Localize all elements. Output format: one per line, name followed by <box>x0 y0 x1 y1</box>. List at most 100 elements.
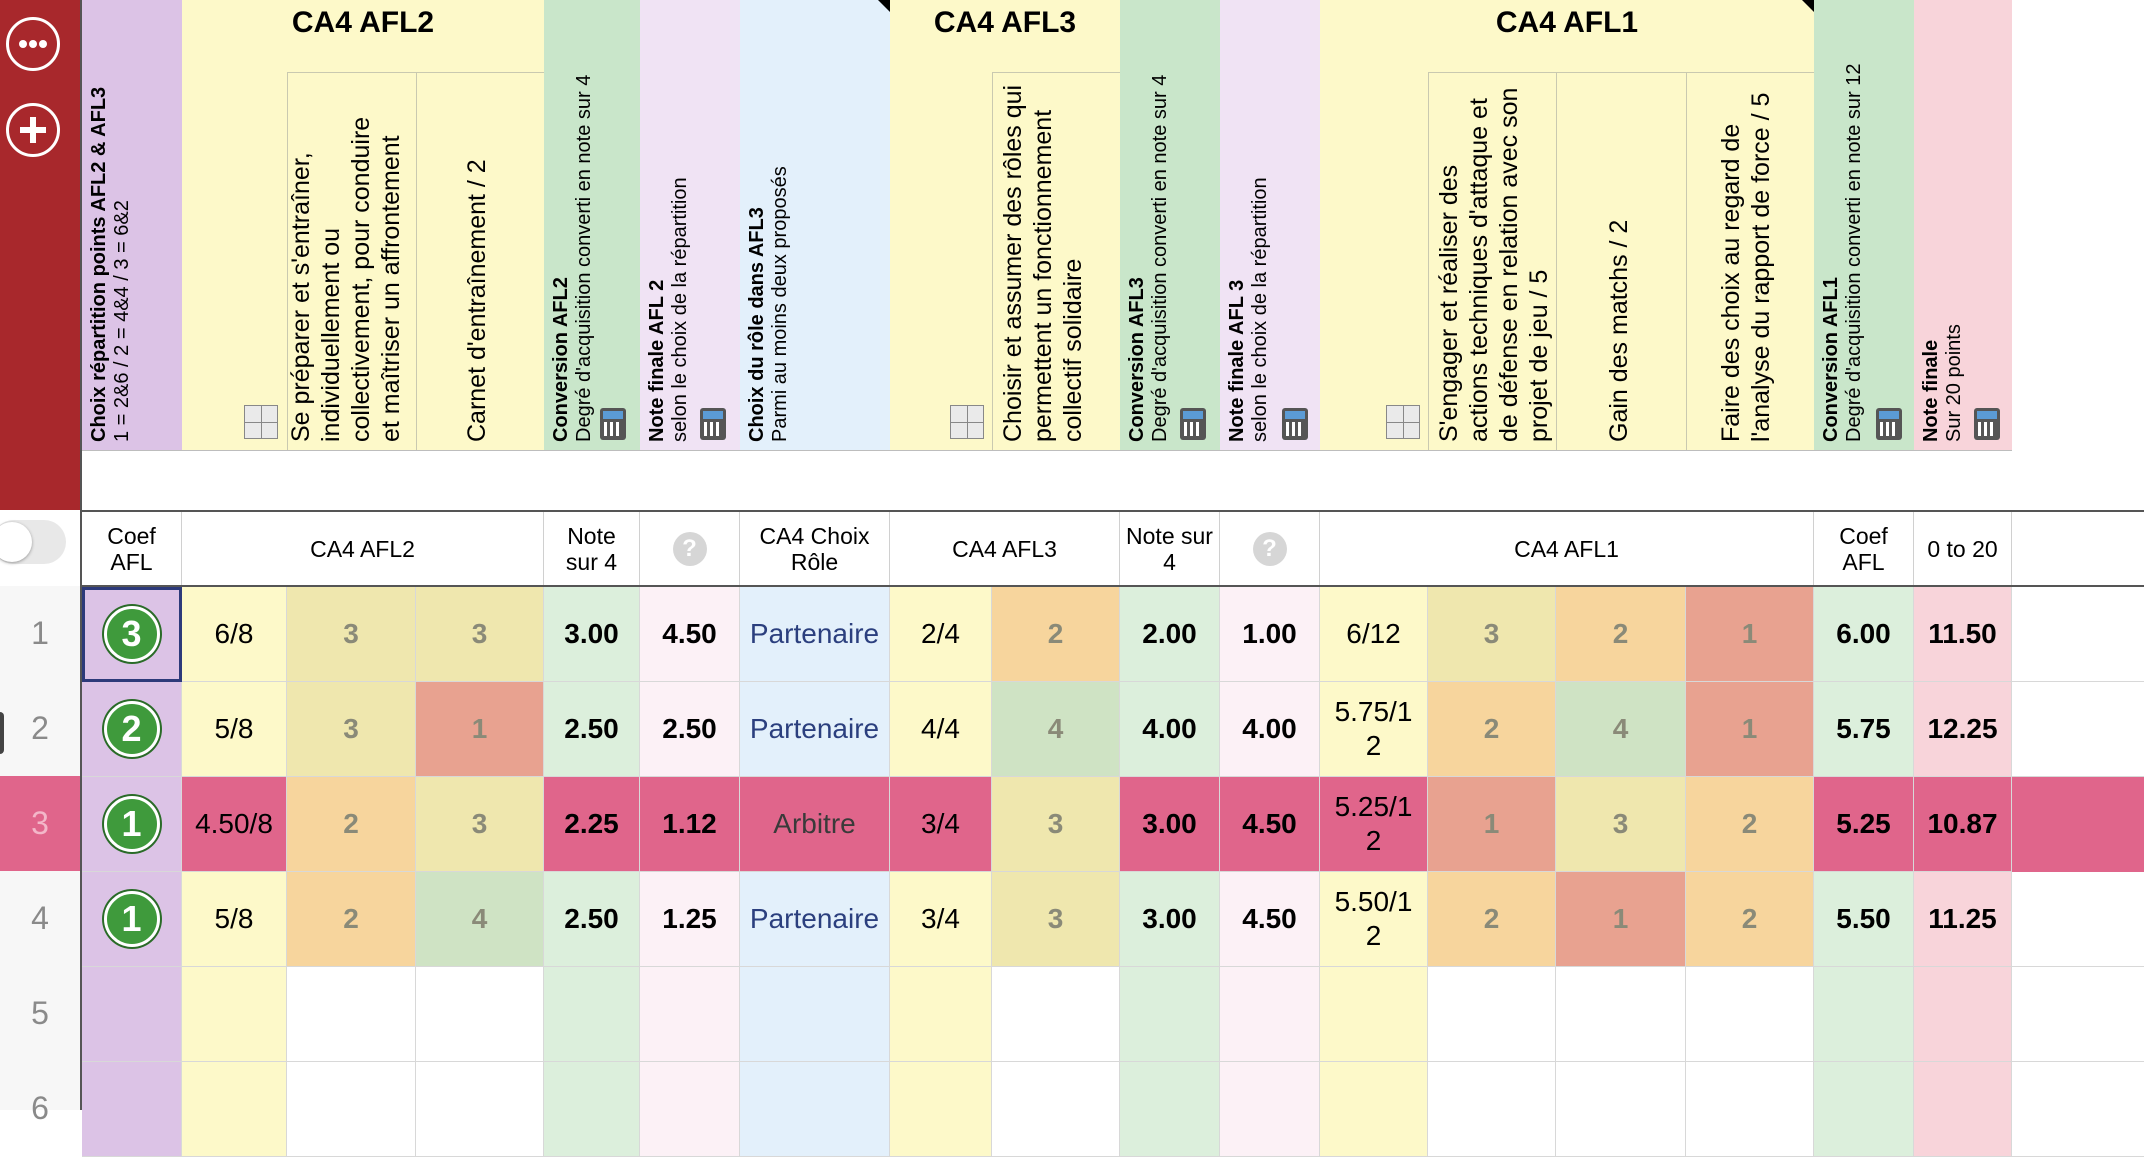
cell-choix[interactable]: 3 <box>82 587 182 682</box>
cell-afl3[interactable]: 2/4 <box>890 587 992 682</box>
cell-conv1[interactable] <box>1814 967 1914 1062</box>
cell-a1c1[interactable]: 1 <box>1428 777 1556 872</box>
cell-a2c1[interactable]: 2 <box>287 872 416 967</box>
row-number[interactable]: 2 <box>31 710 49 746</box>
cell-a3c1[interactable]: 3 <box>992 777 1120 872</box>
help-icon[interactable]: ? <box>672 532 707 566</box>
cell-conv3[interactable]: 3.00 <box>1120 777 1220 872</box>
cell-final[interactable]: 11.25 <box>1914 872 2012 967</box>
header-final[interactable] <box>1914 0 2012 450</box>
cell-role[interactable]: Partenaire <box>740 587 890 682</box>
header-choix[interactable] <box>82 0 182 450</box>
drag-handle[interactable] <box>0 712 4 754</box>
cell-conv3[interactable]: 3.00 <box>1120 872 1220 967</box>
cell-final[interactable]: 12.25 <box>1914 682 2012 777</box>
row-number[interactable]: 5 <box>31 995 49 1031</box>
row-number[interactable]: 1 <box>31 615 49 651</box>
cell-conv1[interactable]: 6.00 <box>1814 587 1914 682</box>
cell-conv2[interactable] <box>544 967 640 1062</box>
cell-choix[interactable]: 1 <box>82 777 182 872</box>
cell-note2[interactable]: 1.25 <box>640 872 740 967</box>
cell-a3c1[interactable]: 2 <box>992 587 1120 682</box>
cell-note3[interactable]: 4.50 <box>1220 777 1320 872</box>
cell-a2c1[interactable]: 3 <box>287 587 416 682</box>
header-role[interactable] <box>740 0 890 450</box>
label-range[interactable]: 0 to 20 <box>1914 512 2012 586</box>
cell-a1c2[interactable] <box>1556 967 1686 1062</box>
cell-a1c1[interactable]: 3 <box>1428 587 1556 682</box>
cell-a1c3[interactable]: 2 <box>1686 777 1814 872</box>
cell-a1c2[interactable]: 1 <box>1556 872 1686 967</box>
label-note-sur4[interactable]: Note sur 4 <box>544 512 640 586</box>
header-conv-afl2[interactable] <box>544 0 640 450</box>
cell-afl2[interactable]: 5/8 <box>182 682 287 777</box>
cell-afl1[interactable] <box>1320 967 1428 1062</box>
add-button[interactable] <box>6 103 60 157</box>
cell-afl3[interactable]: 3/4 <box>890 777 992 872</box>
label-choix-role[interactable]: CA4 Choix Rôle <box>740 512 890 586</box>
cell-a1c3[interactable]: 1 <box>1686 682 1814 777</box>
edit-toggle[interactable] <box>0 520 66 564</box>
cell-note3[interactable]: 4.50 <box>1220 872 1320 967</box>
header-note-afl3[interactable] <box>1220 0 1320 450</box>
label-afl2[interactable]: CA4 AFL2 <box>182 512 544 586</box>
more-button[interactable] <box>6 17 60 71</box>
cell-conv2[interactable]: 2.50 <box>544 872 640 967</box>
cell-conv3[interactable]: 2.00 <box>1120 587 1220 682</box>
cell-note2[interactable]: 2.50 <box>640 682 740 777</box>
row-number[interactable]: 6 <box>31 1090 49 1126</box>
cell-a2c2[interactable]: 4 <box>416 872 544 967</box>
cell-choix[interactable]: 2 <box>82 682 182 777</box>
cell-a2c1[interactable] <box>287 967 416 1062</box>
cell-a2c2[interactable]: 3 <box>416 777 544 872</box>
cell-conv3[interactable] <box>1120 967 1220 1062</box>
cell-a1c2[interactable]: 3 <box>1556 777 1686 872</box>
cell-afl1[interactable]: 5.50/12 <box>1320 872 1428 967</box>
header-conv-afl3[interactable] <box>1120 0 1220 450</box>
cell-role[interactable]: Partenaire <box>740 872 890 967</box>
cell-a1c3[interactable] <box>1686 967 1814 1062</box>
cell-a2c2[interactable]: 3 <box>416 587 544 682</box>
row-number[interactable]: 4 <box>31 900 49 936</box>
cell-a3c1[interactable] <box>992 967 1120 1062</box>
label-afl1[interactable]: CA4 AFL1 <box>1320 512 1814 586</box>
cell-afl2[interactable]: 6/8 <box>182 587 287 682</box>
header-conv-afl1[interactable] <box>1814 0 1914 450</box>
cell-note2[interactable]: 1.12 <box>640 777 740 872</box>
cell-a2c2[interactable]: 1 <box>416 682 544 777</box>
cell-note3[interactable]: 4.00 <box>1220 682 1320 777</box>
cell-a2c2[interactable] <box>416 967 544 1062</box>
cell-final[interactable]: 10.87 <box>1914 777 2012 872</box>
label-afl3[interactable]: CA4 AFL3 <box>890 512 1120 586</box>
cell-role[interactable] <box>740 967 890 1062</box>
cell-afl2[interactable]: 4.50/8 <box>182 777 287 872</box>
label-help[interactable]: ? <box>1220 512 1320 586</box>
cell-a3c1[interactable]: 4 <box>992 682 1120 777</box>
cell-role[interactable]: Partenaire <box>740 682 890 777</box>
cell-a1c1[interactable]: 2 <box>1428 872 1556 967</box>
row-number[interactable]: 3 <box>0 776 80 871</box>
label-note-sur4-b[interactable]: Note sur 4 <box>1120 512 1220 586</box>
cell-a1c1[interactable] <box>1428 967 1556 1062</box>
cell-conv1[interactable]: 5.25 <box>1814 777 1914 872</box>
cell-a1c1[interactable]: 2 <box>1428 682 1556 777</box>
cell-a1c2[interactable]: 2 <box>1556 587 1686 682</box>
label-coef-afl-b[interactable]: Coef AFL <box>1814 512 1914 586</box>
cell-note3[interactable]: 1.00 <box>1220 587 1320 682</box>
cell-afl3[interactable] <box>890 967 992 1062</box>
header-afl1[interactable] <box>1320 0 1814 450</box>
cell-role[interactable]: Arbitre <box>740 777 890 872</box>
cell-final[interactable]: 11.50 <box>1914 587 2012 682</box>
cell-choix[interactable] <box>82 967 182 1062</box>
cell-conv2[interactable]: 2.25 <box>544 777 640 872</box>
help-icon[interactable]: ? <box>1252 532 1287 566</box>
cell-a1c2[interactable]: 4 <box>1556 682 1686 777</box>
cell-final[interactable] <box>1914 967 2012 1062</box>
cell-a2c1[interactable]: 3 <box>287 682 416 777</box>
cell-note2[interactable] <box>640 967 740 1062</box>
cell-conv3[interactable]: 4.00 <box>1120 682 1220 777</box>
cell-a1c3[interactable]: 1 <box>1686 587 1814 682</box>
cell-afl1[interactable]: 6/12 <box>1320 587 1428 682</box>
header-afl3[interactable] <box>890 0 1120 450</box>
cell-afl2[interactable] <box>182 967 287 1062</box>
